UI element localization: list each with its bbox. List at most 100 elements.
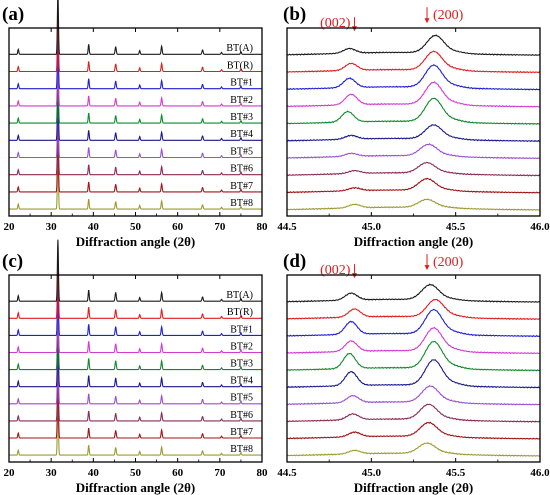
series-label: BT#6 bbox=[230, 164, 253, 175]
series-line-BT(R) bbox=[286, 298, 541, 321]
x-axis-label: Diffraction angle (2θ) bbox=[354, 234, 473, 249]
x-tick-label: 46.0 bbox=[530, 221, 550, 233]
series-label: BT#4 bbox=[230, 129, 253, 140]
series-line-BT#1 bbox=[286, 308, 541, 338]
panel-label: (a) bbox=[2, 4, 24, 25]
series-line-BT#3 bbox=[286, 340, 541, 372]
x-tick-label: 40 bbox=[88, 221, 100, 233]
x-tick-label: 50 bbox=[130, 467, 142, 479]
series-line-BT#1 bbox=[9, 273, 262, 336]
series-line-BT#4 bbox=[286, 124, 541, 143]
panel-a: (a) BT#8 BT#7 BT#6 BT#5 BT#4 BT#3 BT#2 BT#1 BT(R)… bbox=[2, 0, 268, 249]
series-line-BT#6 bbox=[9, 359, 262, 422]
annotation-002: (002) bbox=[320, 16, 351, 31]
series-line-BT(A) bbox=[286, 283, 541, 303]
series-line-BT#3 bbox=[286, 97, 541, 125]
panel-c: (c) BT#8 BT#7 BT#6 BT#5 BT#4 BT#3 BT#2 BT#1 BT(R)… bbox=[2, 239, 269, 495]
arrowhead bbox=[424, 265, 430, 271]
series-label: BT#4 bbox=[230, 376, 253, 387]
x-tick-label: 80 bbox=[257, 221, 269, 233]
series-line-BT#7 bbox=[9, 129, 262, 193]
panel-label: (d) bbox=[283, 251, 306, 272]
series-label: BT#2 bbox=[230, 341, 253, 352]
series-line-BT#3 bbox=[9, 61, 262, 124]
arrowhead bbox=[424, 18, 430, 24]
series-label: BT#8 bbox=[230, 198, 253, 209]
series-line-BT(R) bbox=[9, 9, 262, 73]
series-label: BT#1 bbox=[230, 324, 253, 335]
series-label: BT(A) bbox=[226, 290, 253, 301]
series-label: BT#5 bbox=[230, 393, 253, 404]
series-label: BT#5 bbox=[230, 146, 253, 157]
x-tick-label: 45.0 bbox=[362, 221, 382, 233]
x-tick-label: 30 bbox=[46, 467, 58, 479]
series-line-BT#6 bbox=[286, 403, 541, 423]
x-tick-label: 70 bbox=[214, 221, 226, 233]
series-line-BT(A) bbox=[9, 239, 262, 302]
panel-label: (c) bbox=[2, 251, 23, 272]
series-label: BT#7 bbox=[230, 427, 253, 438]
series-line-BT(R) bbox=[9, 256, 262, 319]
x-tick-label: 50 bbox=[130, 221, 142, 233]
series-label: BT#8 bbox=[230, 444, 253, 455]
series-label: BT#3 bbox=[230, 359, 253, 370]
x-tick-label: 45.5 bbox=[446, 221, 466, 233]
x-tick-label: 70 bbox=[214, 467, 226, 479]
series-line-BT(R) bbox=[286, 50, 541, 74]
annotation-200: (200) bbox=[433, 8, 464, 23]
x-tick-label: 40 bbox=[88, 467, 100, 479]
series-line-BT#7 bbox=[9, 376, 262, 439]
plot-frame bbox=[8, 274, 263, 463]
x-tick-label: 30 bbox=[46, 221, 58, 233]
series-label: BT#7 bbox=[230, 181, 253, 192]
series-label: BT#1 bbox=[230, 78, 253, 89]
series-label: BT#2 bbox=[230, 95, 253, 106]
series-line-BT#2 bbox=[286, 326, 541, 355]
panel-label: (b) bbox=[283, 4, 306, 25]
x-tick-label: 60 bbox=[172, 221, 184, 233]
series-line-BT#8 bbox=[286, 442, 541, 457]
series-line-BT#1 bbox=[286, 64, 541, 91]
x-axis-label: Diffraction angle (2θ) bbox=[354, 480, 473, 495]
series-line-BT#6 bbox=[9, 112, 262, 176]
annotation-002: (002) bbox=[320, 263, 351, 278]
x-tick-label: 20 bbox=[4, 221, 16, 233]
series-line-BT#8 bbox=[9, 147, 262, 210]
x-axis-label: Diffraction angle (2θ) bbox=[76, 480, 195, 495]
series-line-BT#8 bbox=[9, 393, 262, 456]
x-tick-label: 46.0 bbox=[530, 467, 550, 479]
series-line-BT#2 bbox=[286, 81, 541, 108]
series-label: BT(A) bbox=[226, 43, 253, 54]
series-line-BT#5 bbox=[9, 342, 262, 405]
series-line-BT#2 bbox=[9, 43, 262, 107]
x-tick-label: 60 bbox=[172, 467, 184, 479]
series-line-BT#5 bbox=[9, 95, 262, 159]
x-axis-label: Diffraction angle (2θ) bbox=[76, 234, 195, 249]
plot-frame bbox=[286, 27, 541, 217]
x-tick-label: 45.0 bbox=[362, 467, 382, 479]
series-line-BT#1 bbox=[9, 26, 262, 90]
series-line-BT#3 bbox=[9, 308, 262, 371]
panel-b: (b) (002) (200) 44.5 45.0 45.5 46.0 Diffraction… bbox=[277, 4, 550, 249]
plot-frame bbox=[8, 27, 263, 217]
series-line-BT#8 bbox=[286, 198, 541, 211]
series-line-BT#5 bbox=[286, 385, 541, 406]
annotation-200: (200) bbox=[433, 255, 464, 270]
arrowhead bbox=[351, 26, 357, 32]
series-line-BT#5 bbox=[286, 143, 541, 160]
x-tick-label: 45.5 bbox=[446, 467, 466, 479]
series-line-BT#4 bbox=[286, 359, 541, 389]
series-line-BT#2 bbox=[9, 290, 262, 354]
series-line-BT#4 bbox=[9, 78, 262, 141]
x-tick-label: 44.5 bbox=[277, 467, 297, 479]
series-label: BT#6 bbox=[230, 410, 253, 421]
series-line-BT(A) bbox=[286, 34, 541, 56]
series-line-BT(A) bbox=[9, 0, 262, 55]
series-line-BT#7 bbox=[286, 177, 541, 194]
x-tick-label: 20 bbox=[4, 467, 16, 479]
series-line-BT#7 bbox=[286, 421, 541, 440]
panel-d: (d) (002) (200) 44.5 45.0 45.5 46.0 Diffraction… bbox=[277, 251, 550, 495]
series-line-BT#6 bbox=[286, 161, 541, 177]
x-tick-label: 80 bbox=[257, 467, 269, 479]
